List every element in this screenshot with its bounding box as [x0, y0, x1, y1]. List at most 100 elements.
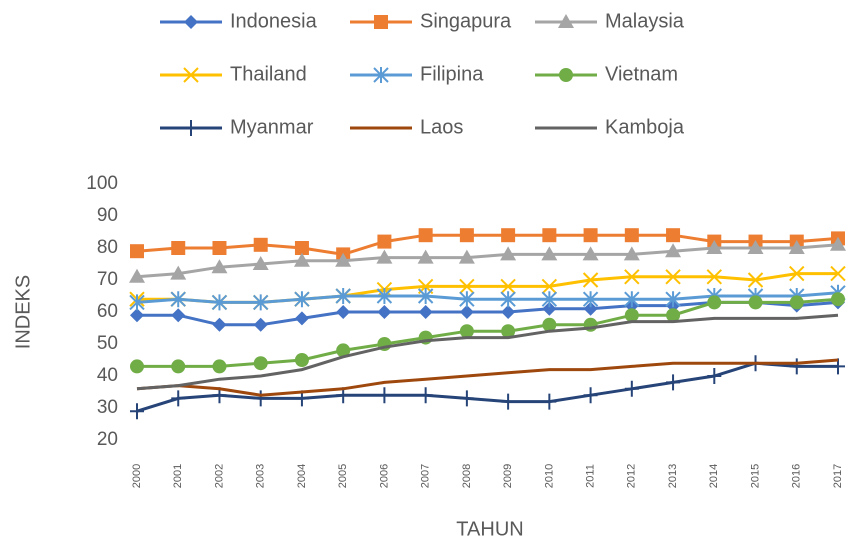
x-tick-label: 2013	[667, 464, 679, 488]
marker	[212, 317, 227, 332]
series-line	[136, 313, 839, 391]
marker	[665, 243, 682, 258]
x-axis-label: TAHUN	[456, 518, 523, 540]
marker	[542, 393, 557, 410]
x-tick-label: 2011	[584, 464, 596, 488]
marker	[171, 241, 186, 255]
marker	[417, 288, 434, 304]
marker	[170, 291, 186, 308]
series-line	[137, 297, 839, 368]
marker	[831, 292, 845, 307]
marker	[541, 246, 558, 261]
marker	[253, 356, 268, 371]
marker	[336, 305, 351, 319]
marker	[212, 359, 227, 374]
marker	[252, 256, 269, 270]
marker	[542, 317, 557, 332]
series-line	[136, 291, 839, 304]
marker	[458, 249, 475, 264]
legend-label: Vietnam	[605, 63, 678, 85]
marker	[171, 308, 186, 323]
marker	[459, 324, 474, 339]
y-tick-label: 30	[97, 397, 118, 418]
marker	[500, 291, 516, 308]
x-tick-label: 2008	[461, 464, 473, 488]
marker	[212, 241, 227, 255]
marker	[130, 359, 144, 374]
marker	[170, 265, 187, 280]
marker	[374, 15, 388, 29]
y-tick-label: 40	[97, 365, 118, 386]
marker	[294, 291, 310, 308]
legend-label: Laos	[420, 116, 463, 138]
legend-label: Thailand	[230, 63, 307, 85]
legend-label: Singapura	[420, 10, 512, 32]
marker	[624, 291, 640, 308]
marker	[501, 228, 516, 243]
legend-label: Indonesia	[230, 10, 318, 32]
marker	[211, 294, 228, 311]
x-tick-label: 2010	[543, 464, 555, 488]
marker	[459, 390, 474, 407]
marker	[335, 252, 352, 267]
y-tick-label: 50	[97, 333, 118, 354]
marker	[666, 374, 681, 391]
x-tick-label: 2004	[296, 464, 308, 488]
marker	[293, 252, 310, 267]
marker	[211, 259, 228, 274]
x-tick-label: 2007	[420, 464, 432, 488]
marker	[624, 380, 639, 397]
legend-label: Myanmar	[230, 116, 314, 138]
marker	[501, 305, 516, 319]
marker	[666, 228, 681, 243]
marker	[130, 403, 144, 420]
series-line	[136, 233, 839, 256]
marker	[542, 301, 557, 316]
marker	[459, 278, 475, 295]
y-tick-label: 80	[97, 237, 118, 258]
x-tick-label: 2006	[378, 464, 390, 488]
marker	[624, 308, 639, 323]
marker	[706, 240, 723, 254]
marker	[171, 390, 186, 407]
marker	[171, 359, 186, 374]
marker	[541, 278, 558, 295]
marker	[582, 291, 599, 308]
marker	[373, 67, 389, 83]
x-tick-label: 2001	[172, 464, 184, 488]
marker	[129, 268, 145, 283]
series-line	[136, 358, 839, 397]
marker	[418, 387, 433, 404]
marker	[666, 308, 681, 323]
legend-label: Filipina	[420, 63, 484, 85]
marker	[335, 288, 351, 304]
marker	[582, 246, 599, 261]
marker	[252, 294, 269, 311]
marker	[583, 387, 598, 404]
x-tick-label: 2014	[708, 464, 720, 488]
marker	[583, 301, 598, 316]
marker	[184, 120, 198, 136]
series-line	[137, 300, 839, 327]
marker	[294, 353, 309, 367]
y-tick-label: 60	[97, 301, 118, 322]
x-tick-label: 2005	[337, 464, 349, 488]
marker	[707, 295, 722, 310]
series-line	[136, 361, 838, 413]
marker	[253, 390, 268, 407]
series-line	[136, 243, 839, 279]
marker	[788, 240, 805, 254]
marker	[459, 305, 474, 319]
legend-label: Malaysia	[605, 10, 685, 32]
marker	[183, 67, 199, 83]
marker	[377, 305, 392, 319]
marker	[623, 246, 640, 261]
marker	[500, 246, 517, 261]
marker	[559, 68, 573, 82]
marker	[789, 265, 805, 282]
marker	[459, 291, 475, 308]
x-tick-label: 2002	[213, 464, 225, 488]
y-tick-label: 100	[86, 173, 118, 194]
x-tick-label: 2017	[832, 464, 844, 488]
marker	[377, 234, 392, 249]
